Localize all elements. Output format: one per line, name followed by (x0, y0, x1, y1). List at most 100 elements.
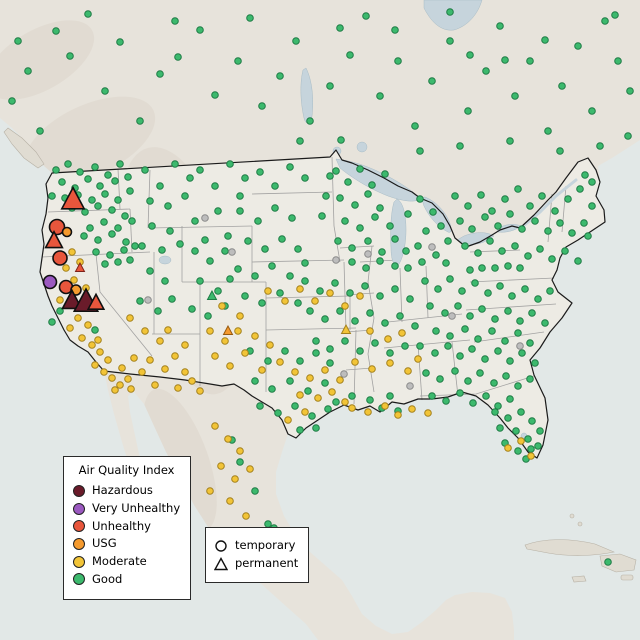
station-dot-good[interactable] (366, 396, 374, 404)
station-dot-good[interactable] (322, 192, 330, 200)
station-dot-good[interactable] (494, 402, 502, 410)
station-dot-good[interactable] (158, 246, 166, 254)
station-dot-good[interactable] (214, 207, 222, 215)
station-dot-good[interactable] (506, 395, 514, 403)
station-dot-good[interactable] (451, 367, 459, 375)
station-dot-good[interactable] (376, 257, 384, 265)
station-dot-good[interactable] (468, 345, 476, 353)
station-dot-good[interactable] (437, 222, 445, 230)
station-dot-good[interactable] (348, 392, 356, 400)
station-dot-good[interactable] (378, 248, 386, 256)
station-dot-unknown[interactable] (144, 296, 152, 304)
station-dot-good[interactable] (391, 262, 399, 270)
fire-monitor-triangle-unhealthy[interactable] (86, 292, 106, 310)
station-dot-good[interactable] (251, 377, 259, 385)
station-dot-moderate[interactable] (414, 355, 422, 363)
station-dot-moderate[interactable] (56, 296, 64, 304)
station-dot-moderate[interactable] (130, 354, 138, 362)
station-dot-good[interactable] (541, 319, 549, 327)
station-dot-good[interactable] (332, 167, 340, 175)
station-dot-good[interactable] (456, 389, 464, 397)
station-dot-unknown[interactable] (406, 382, 414, 390)
station-dot-moderate[interactable] (126, 314, 134, 322)
station-dot-good[interactable] (176, 240, 184, 248)
station-dot-good[interactable] (337, 136, 345, 144)
station-dot-moderate[interactable] (211, 422, 219, 430)
station-dot-good[interactable] (444, 237, 452, 245)
station-dot-good[interactable] (516, 264, 524, 272)
station-dot-moderate[interactable] (226, 362, 234, 370)
station-dot-good[interactable] (116, 38, 124, 46)
fire-monitor-circle-usg[interactable] (61, 226, 73, 238)
station-dot-good[interactable] (491, 315, 499, 323)
station-dot-good[interactable] (258, 102, 266, 110)
station-dot-good[interactable] (288, 214, 296, 222)
station-dot-good[interactable] (511, 242, 519, 250)
station-dot-good[interactable] (561, 247, 569, 255)
station-dot-good[interactable] (226, 160, 234, 168)
station-dot-good[interactable] (444, 342, 452, 350)
station-dot-good[interactable] (478, 264, 486, 272)
station-dot-good[interactable] (411, 322, 419, 330)
station-dot-moderate[interactable] (236, 312, 244, 320)
station-dot-good[interactable] (490, 379, 498, 387)
station-dot-good[interactable] (174, 53, 182, 61)
station-dot-good[interactable] (106, 251, 114, 259)
station-dot-good[interactable] (496, 282, 504, 290)
station-dot-good[interactable] (52, 166, 60, 174)
station-dot-good[interactable] (512, 427, 520, 435)
station-dot-good[interactable] (296, 357, 304, 365)
station-dot-good[interactable] (394, 57, 402, 65)
station-dot-moderate[interactable] (326, 289, 334, 297)
station-dot-good[interactable] (321, 379, 329, 387)
station-dot-good[interactable] (224, 232, 232, 240)
station-dot-good[interactable] (534, 442, 542, 450)
fire-monitor-circle-very_unhealthy[interactable] (42, 274, 58, 290)
station-dot-good[interactable] (128, 217, 136, 225)
station-dot-good[interactable] (251, 272, 259, 280)
station-dot-good[interactable] (391, 26, 399, 34)
station-dot-good[interactable] (454, 302, 462, 310)
station-dot-good[interactable] (488, 327, 496, 335)
station-dot-good[interactable] (101, 87, 109, 95)
station-dot-good[interactable] (431, 349, 439, 357)
station-dot-good[interactable] (191, 217, 199, 225)
station-dot-good[interactable] (504, 414, 512, 422)
station-dot-moderate[interactable] (111, 386, 119, 394)
station-dot-good[interactable] (482, 67, 490, 75)
station-dot-good[interactable] (271, 204, 279, 212)
station-dot-good[interactable] (416, 147, 424, 155)
station-dot-good[interactable] (362, 264, 370, 272)
station-dot-good[interactable] (386, 349, 394, 357)
station-dot-good[interactable] (318, 212, 326, 220)
station-dot-good[interactable] (501, 56, 509, 64)
station-dot-good[interactable] (404, 264, 412, 272)
station-dot-good[interactable] (526, 202, 534, 210)
station-dot-good[interactable] (244, 237, 252, 245)
station-dot-good[interactable] (268, 385, 276, 393)
station-dot-good[interactable] (88, 196, 96, 204)
station-dot-good[interactable] (391, 235, 399, 243)
station-dot-good[interactable] (148, 222, 156, 230)
station-dot-moderate[interactable] (517, 437, 525, 445)
station-dot-good[interactable] (544, 227, 552, 235)
station-dot-good[interactable] (276, 289, 284, 297)
station-dot-good[interactable] (301, 277, 309, 285)
station-dot-good[interactable] (246, 14, 254, 22)
station-dot-good[interactable] (414, 242, 422, 250)
station-dot-good[interactable] (101, 260, 109, 268)
station-dot-good[interactable] (296, 137, 304, 145)
station-dot-moderate[interactable] (78, 334, 86, 342)
station-dot-good[interactable] (501, 195, 509, 203)
station-dot-good[interactable] (364, 190, 372, 198)
station-dot-good[interactable] (234, 265, 242, 273)
station-dot-moderate[interactable] (100, 368, 108, 376)
station-dot-good[interactable] (114, 224, 122, 232)
station-dot-good[interactable] (94, 236, 102, 244)
station-dot-good[interactable] (254, 217, 262, 225)
station-dot-good[interactable] (556, 219, 564, 227)
station-dot-good[interactable] (136, 117, 144, 125)
station-dot-good[interactable] (568, 229, 576, 237)
station-dot-moderate[interactable] (284, 416, 292, 424)
station-dot-moderate[interactable] (246, 465, 254, 473)
